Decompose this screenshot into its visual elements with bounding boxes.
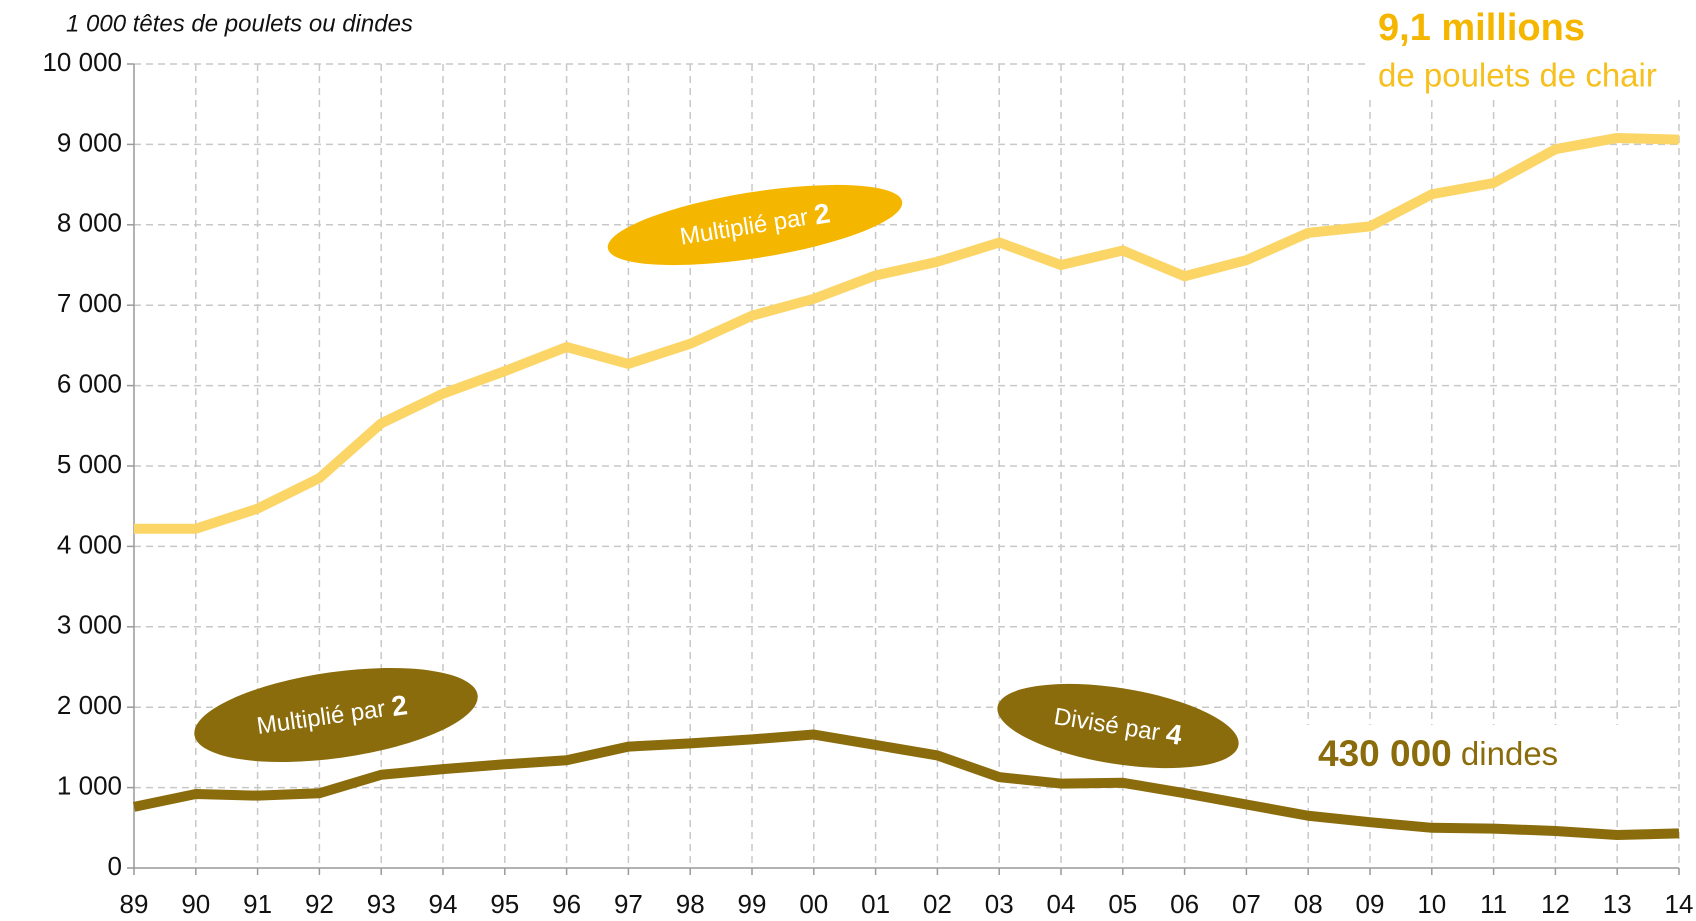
x-tick-label: 10 (1417, 889, 1446, 919)
x-tick-label: 99 (738, 889, 767, 919)
x-tick-label: 93 (367, 889, 396, 919)
x-tick-label: 09 (1356, 889, 1385, 919)
annotation-text: de poulets de chair (1378, 57, 1657, 94)
y-tick-label: 2 000 (57, 690, 122, 720)
x-tick-label: 03 (985, 889, 1014, 919)
annotation-text: 430 000 dindes (1318, 733, 1558, 774)
x-tick-label: 12 (1541, 889, 1570, 919)
y-tick-label: 9 000 (57, 127, 122, 157)
y-tick-label: 0 (108, 851, 122, 881)
x-tick-label: 13 (1603, 889, 1632, 919)
series-line (134, 132, 1680, 534)
x-tick-label: 07 (1232, 889, 1261, 919)
x-tick-label: 95 (490, 889, 519, 919)
y-tick-label: 1 000 (57, 770, 122, 800)
y-tick-label: 3 000 (57, 610, 122, 640)
x-tick-label: 96 (552, 889, 581, 919)
label-bg (1300, 725, 1620, 787)
series-line (132, 729, 1680, 841)
y-tick-label: 10 000 (42, 47, 122, 77)
x-tick-label: 90 (181, 889, 210, 919)
x-tick-label: 01 (861, 889, 890, 919)
bubble (194, 667, 478, 763)
x-tick-label: 92 (305, 889, 334, 919)
subtitle: 1 000 têtes de poulets ou dindes (66, 10, 413, 37)
y-tick-label: 7 000 (57, 288, 122, 318)
x-tick-label: 14 (1665, 889, 1694, 919)
y-tick-label: 6 000 (57, 368, 122, 398)
x-tick-label: 97 (614, 889, 643, 919)
label-bg (1365, 5, 1695, 100)
bubble (607, 184, 903, 266)
x-tick-label: 02 (923, 889, 952, 919)
x-tick-label: 06 (1170, 889, 1199, 919)
y-tick-label: 4 000 (57, 529, 122, 559)
x-tick-label: 94 (429, 889, 458, 919)
annotation: Multiplié par 2 Multiplié par 2 Divisé p… (194, 5, 1695, 787)
x-tick-label: 00 (799, 889, 828, 919)
y-tick-label: 8 000 (57, 208, 122, 238)
x-tick-label: 89 (120, 889, 149, 919)
x-tick-label: 98 (676, 889, 705, 919)
x-tick-label: 08 (1294, 889, 1323, 919)
x-tick-label: 05 (1108, 889, 1137, 919)
bubble (997, 683, 1239, 769)
x-tick-label: 04 (1047, 889, 1076, 919)
x-tick-label: 91 (243, 889, 272, 919)
annotation-text: 9,1 millions (1378, 7, 1585, 49)
x-tick-label: 11 (1480, 889, 1507, 919)
y-tick-label: 5 000 (57, 449, 122, 479)
